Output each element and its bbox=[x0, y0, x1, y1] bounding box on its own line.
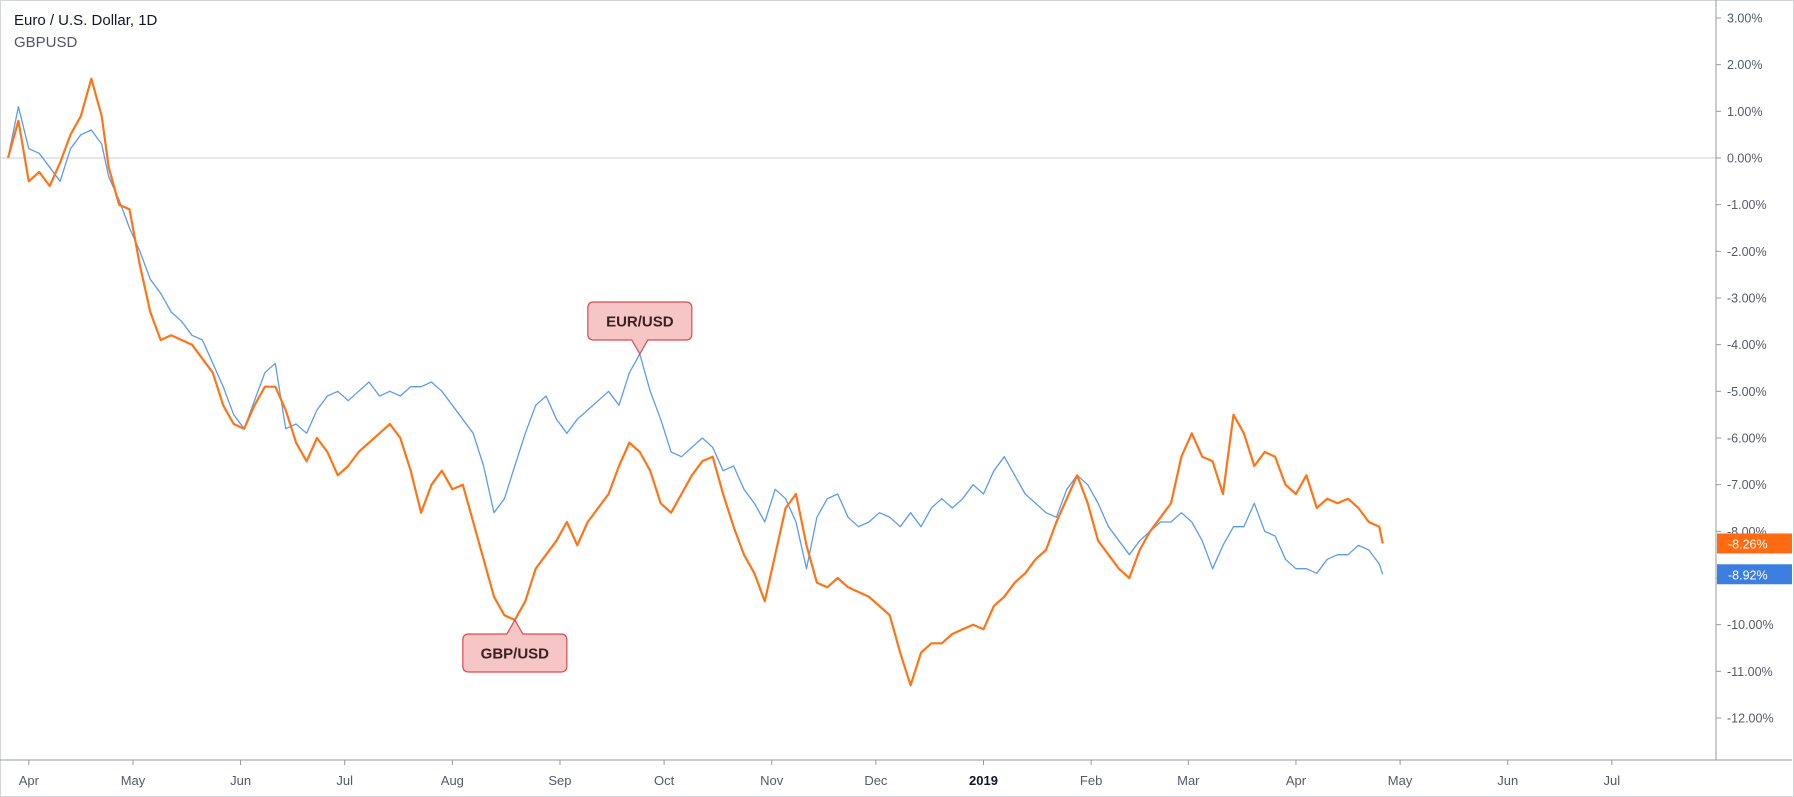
price-tick-label: -2.00% bbox=[1727, 245, 1767, 259]
price-tick-label: -11.00% bbox=[1727, 665, 1773, 679]
gbpusd-last-value-badge-bg bbox=[1717, 533, 1792, 554]
price-tick-label: 2.00% bbox=[1727, 58, 1762, 72]
price-tick-label: -12.00% bbox=[1727, 712, 1774, 726]
eurusd-callout: EUR/USD bbox=[587, 301, 693, 356]
compare-symbol-title: GBPUSD bbox=[14, 34, 78, 51]
time-axis[interactable]: Apr May Jun Jul Aug Sep Oct Nov Dec 2019 Feb Mar Apr… bbox=[0, 759, 1792, 788]
gbpusd-series-line[interactable] bbox=[6, 77, 1384, 687]
gbpusd-callout: GBP/USD bbox=[462, 618, 568, 673]
time-tick-label: Apr bbox=[19, 773, 40, 788]
time-tick-label: 2019 bbox=[969, 773, 998, 788]
time-tick-label: Apr bbox=[1286, 773, 1307, 788]
callout-shape bbox=[587, 301, 693, 356]
time-tick-label: Jul bbox=[336, 773, 353, 788]
chart-legend: Euro / U.S. Dollar, 1D GBPUSD bbox=[14, 10, 157, 54]
time-tick-label: Feb bbox=[1080, 773, 1102, 788]
time-tick-label: Dec bbox=[864, 773, 888, 788]
price-tick-label: 1.00% bbox=[1727, 105, 1762, 119]
time-tick-label: Jul bbox=[1604, 773, 1621, 788]
time-tick-label: Jun bbox=[1497, 773, 1518, 788]
eurusd-last-value-badge-bg bbox=[1717, 564, 1792, 585]
callout-label: GBP/USD bbox=[481, 646, 550, 663]
price-tick-label: -4.00% bbox=[1727, 338, 1767, 352]
time-tick-label: May bbox=[121, 773, 146, 788]
price-tick-label: 0.00% bbox=[1727, 152, 1762, 166]
price-tick-label: -5.00% bbox=[1727, 385, 1767, 399]
price-tick-label: -6.00% bbox=[1727, 432, 1767, 446]
main-symbol-title: Euro / U.S. Dollar, 1D bbox=[14, 12, 158, 29]
price-tick-label: -1.00% bbox=[1727, 198, 1767, 212]
price-tick-label: -7.00% bbox=[1727, 478, 1767, 492]
callout-label: EUR/USD bbox=[606, 314, 674, 331]
time-tick-label: Oct bbox=[654, 773, 675, 788]
price-tick-label: 3.00% bbox=[1727, 12, 1762, 26]
time-tick-label: Sep bbox=[548, 773, 571, 788]
time-tick-label: May bbox=[1388, 773, 1413, 788]
eurusd-last-value-badge: -8.92% bbox=[1717, 564, 1792, 585]
time-tick-label: Mar bbox=[1177, 773, 1200, 788]
eurusd-series-line[interactable] bbox=[7, 106, 1384, 575]
time-tick-label: Jun bbox=[230, 773, 251, 788]
gbpusd-last-value-badge-label: -8.26% bbox=[1728, 537, 1768, 551]
time-tick-label: Aug bbox=[441, 773, 464, 788]
price-axis[interactable]: 3.00% 2.00% 1.00% 0.00% -1.00% -2.00% -3.00% -4… bbox=[1715, 0, 1792, 760]
callout-shape bbox=[462, 618, 568, 673]
annotations: EUR/USD GBP/USD bbox=[462, 301, 693, 673]
time-tick-label: Nov bbox=[760, 773, 784, 788]
price-tick-label: -10.00% bbox=[1727, 618, 1774, 632]
price-tick-label: -3.00% bbox=[1727, 292, 1767, 306]
eurusd-last-value-badge-label: -8.92% bbox=[1728, 568, 1768, 582]
gbpusd-last-value-badge: -8.26% bbox=[1717, 533, 1792, 554]
